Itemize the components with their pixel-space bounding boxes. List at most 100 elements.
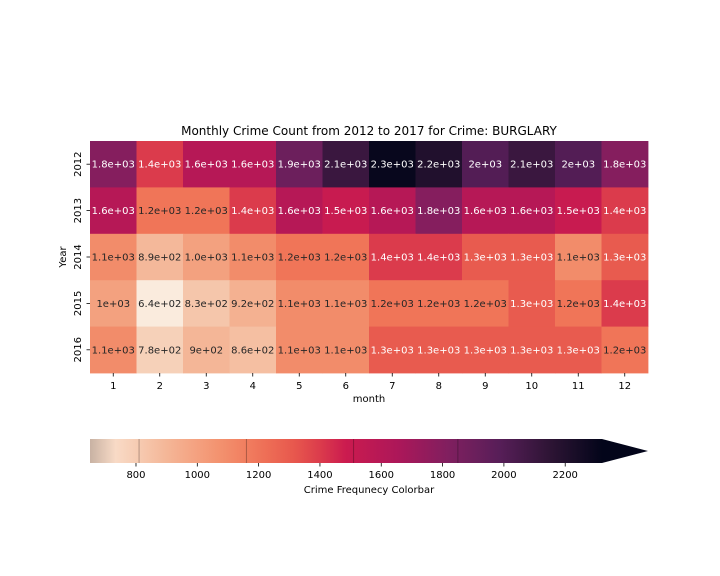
heatmap-cell xyxy=(90,326,137,374)
heatmap-cell xyxy=(555,187,602,235)
heatmap-cell xyxy=(276,280,323,327)
colorbar-tick-label: 800 xyxy=(126,470,145,481)
heatmap-cell xyxy=(601,187,649,235)
heatmap-cell xyxy=(555,141,602,188)
heatmap-cell xyxy=(229,326,277,374)
heatmap-cell xyxy=(415,280,463,327)
cell-value-label: 1.1e+03 xyxy=(278,345,321,356)
cell-value-label: 1.1e+03 xyxy=(92,345,135,356)
cell-value-label: 8.6e+02 xyxy=(231,345,274,356)
x-tick-label: 9 xyxy=(482,381,488,392)
cell-value-label: 1.1e+03 xyxy=(557,253,600,264)
heatmap-cell xyxy=(90,141,137,188)
x-tick-label: 2 xyxy=(157,381,163,392)
cell-value-label: 1.0e+03 xyxy=(185,253,228,264)
heatmap-cell xyxy=(276,326,323,374)
colorbar-tick-label: 1600 xyxy=(369,470,394,481)
cell-value-label: 1.3e+03 xyxy=(371,345,414,356)
x-tick-label: 1 xyxy=(110,381,116,392)
heatmap-cell xyxy=(322,280,370,327)
cell-value-label: 2.2e+03 xyxy=(417,160,460,171)
heatmap-cell xyxy=(369,187,416,235)
cell-value-label: 8.9e+02 xyxy=(138,253,181,264)
heatmap-cell xyxy=(90,233,137,281)
heatmap-cell xyxy=(415,233,463,281)
y-tick-label: 2013 xyxy=(73,198,84,223)
cell-value-label: 1.4e+03 xyxy=(603,206,646,217)
heatmap-cell xyxy=(183,280,230,327)
heatmap-cell xyxy=(462,187,509,235)
x-axis-label: month xyxy=(353,394,385,405)
cell-value-label: 1.3e+03 xyxy=(417,345,460,356)
cell-value-label: 1.2e+03 xyxy=(557,299,600,310)
colorbar-tick-label: 2200 xyxy=(552,470,577,481)
x-tick-label: 8 xyxy=(436,381,442,392)
cell-value-label: 9e+02 xyxy=(189,345,223,356)
cell-value-label: 1.2e+03 xyxy=(464,299,507,310)
x-tick-label: 4 xyxy=(250,381,256,392)
y-tick-label: 2014 xyxy=(73,244,84,269)
heatmap-cell xyxy=(136,280,184,327)
colorbar-label: Crime Frequnecy Colorbar xyxy=(304,485,435,496)
heatmap-cell xyxy=(276,141,323,188)
cell-value-label: 7.8e+02 xyxy=(138,345,181,356)
cell-value-label: 1.2e+03 xyxy=(138,206,181,217)
heatmap-cell xyxy=(415,141,463,188)
heatmap-cell xyxy=(369,326,416,374)
cell-value-label: 2.1e+03 xyxy=(510,160,553,171)
heatmap-cell xyxy=(229,233,277,281)
cell-value-label: 1.6e+03 xyxy=(464,206,507,217)
y-axis-label: Year xyxy=(58,246,69,269)
heatmap-cell xyxy=(508,141,556,188)
y-tick-label: 2012 xyxy=(73,151,84,176)
heatmap-cell xyxy=(462,233,509,281)
cell-value-label: 1.3e+03 xyxy=(464,345,507,356)
heatmap-cell xyxy=(183,141,230,188)
heatmap-cell xyxy=(183,326,230,374)
heatmap-cells: 1.8e+03 1.4e+03 1.6e+03 1.6e+03 1.9e+03 2.1e+… xyxy=(90,141,649,374)
colorbar-tick-label: 1400 xyxy=(307,470,332,481)
cell-value-label: 1.3e+03 xyxy=(510,253,553,264)
heatmap-cell xyxy=(136,233,184,281)
heatmap-cell xyxy=(136,326,184,374)
heatmap-cell xyxy=(601,326,649,374)
heatmap-cell xyxy=(322,233,370,281)
cell-value-label: 1.6e+03 xyxy=(510,206,553,217)
cell-value-label: 1.2e+03 xyxy=(324,253,367,264)
heatmap-cell xyxy=(276,187,323,235)
heatmap-cell xyxy=(229,141,277,188)
cell-value-label: 2.3e+03 xyxy=(371,160,414,171)
cell-value-label: 1.3e+03 xyxy=(557,345,600,356)
cell-value-label: 1.6e+03 xyxy=(231,160,274,171)
heatmap-cell xyxy=(508,187,556,235)
cell-value-label: 1.2e+03 xyxy=(278,253,321,264)
heatmap-cell xyxy=(276,233,323,281)
heatmap-cell xyxy=(229,187,277,235)
cell-value-label: 1.4e+03 xyxy=(603,299,646,310)
heatmap-cell xyxy=(183,187,230,235)
heatmap-cell xyxy=(369,280,416,327)
cell-value-label: 1.3e+03 xyxy=(510,299,553,310)
cell-value-label: 1.3e+03 xyxy=(603,253,646,264)
heatmap-cell xyxy=(136,187,184,235)
cell-value-label: 1.6e+03 xyxy=(92,206,135,217)
cell-value-label: 9.2e+02 xyxy=(231,299,274,310)
colorbar-tick-label: 1200 xyxy=(246,470,271,481)
colorbar-gradient xyxy=(90,439,602,463)
cell-value-label: 1.1e+03 xyxy=(324,345,367,356)
x-tick-label: 3 xyxy=(203,381,209,392)
heatmap-cell xyxy=(601,280,649,327)
cell-value-label: 1.2e+03 xyxy=(417,299,460,310)
heatmap-cell xyxy=(415,187,463,235)
x-tick-label: 12 xyxy=(618,381,631,392)
cell-value-label: 1.6e+03 xyxy=(371,206,414,217)
cell-value-label: 2e+03 xyxy=(468,160,502,171)
cell-value-label: 1.5e+03 xyxy=(557,206,600,217)
chart-title: Monthly Crime Count from 2012 to 2017 fo… xyxy=(181,124,557,138)
heatmap-cell xyxy=(508,326,556,374)
cell-value-label: 1.1e+03 xyxy=(324,299,367,310)
cell-value-label: 2e+03 xyxy=(561,160,595,171)
cell-value-label: 1e+03 xyxy=(96,299,130,310)
cell-value-label: 1.2e+03 xyxy=(371,299,414,310)
cell-value-label: 1.8e+03 xyxy=(603,160,646,171)
